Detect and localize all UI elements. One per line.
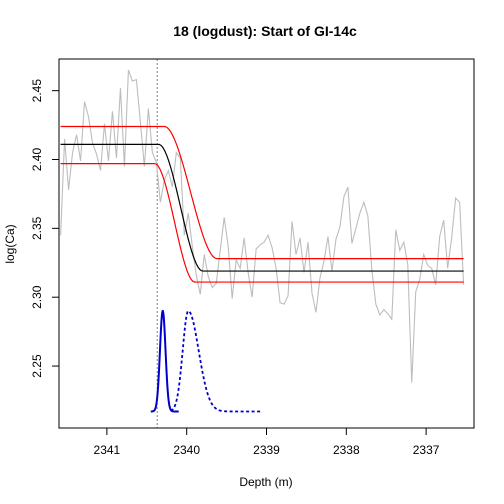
x-tick-label: 2339 [253, 443, 280, 457]
x-tick-label: 2341 [94, 443, 121, 457]
y-tick-label: 2.35 [30, 216, 44, 240]
fit-line [60, 143, 464, 272]
confidence-band-lower [60, 163, 464, 283]
x-axis-title: Depth (m) [239, 475, 292, 489]
chart-title: 18 (logdust): Start of GI-14c [173, 23, 357, 39]
y-tick-label: 2.25 [30, 354, 44, 378]
y-axis-title: log(Ca) [3, 224, 17, 263]
density-curve-2 [170, 310, 263, 413]
data-series-line [60, 69, 465, 383]
x-axis: 2341 2340 2339 2338 2337 [94, 427, 440, 457]
x-tick-label: 2338 [333, 443, 360, 457]
y-tick-label: 2.40 [30, 148, 44, 172]
y-axis: 2.25 2.30 2.35 2.40 2.45 [30, 79, 60, 378]
confidence-band-upper [60, 125, 464, 260]
x-tick-label: 2337 [413, 443, 440, 457]
density-curve-1 [150, 309, 179, 413]
y-tick-label: 2.45 [30, 79, 44, 103]
plot-area [60, 59, 465, 428]
x-tick-label: 2340 [173, 443, 200, 457]
y-tick-label: 2.30 [30, 285, 44, 309]
